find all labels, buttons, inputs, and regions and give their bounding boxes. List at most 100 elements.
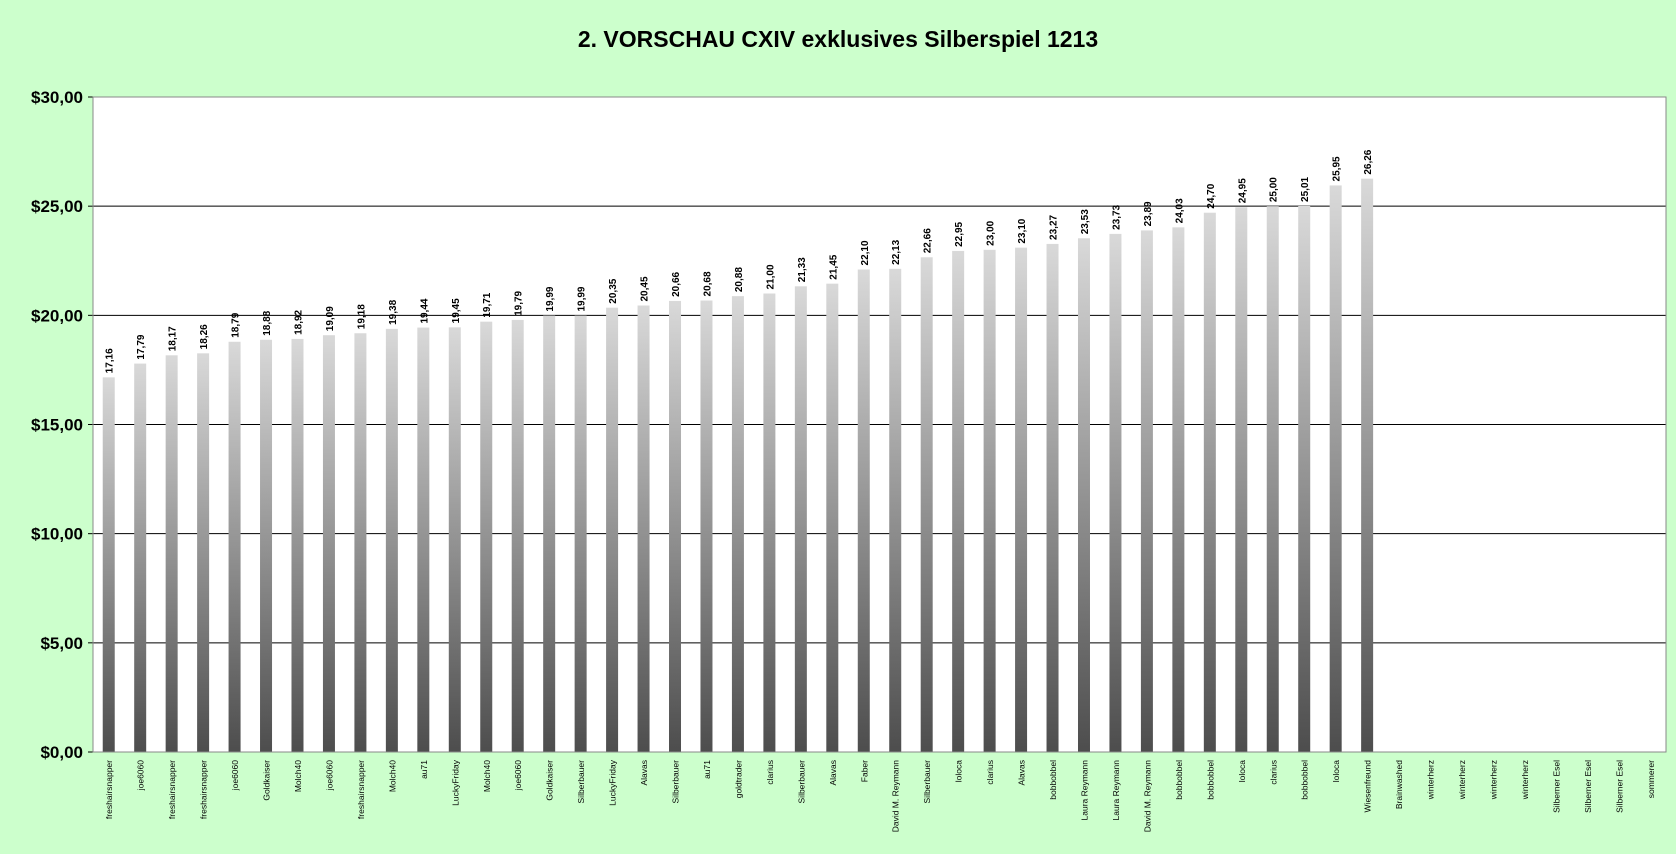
bar (1203, 212, 1216, 752)
data-label: 25,01 (1300, 176, 1311, 201)
bar (889, 268, 902, 752)
x-tick-label: LuckyFriday (450, 759, 460, 806)
data-label: 19,79 (514, 290, 525, 315)
x-tick-label: bobbobbel (1205, 760, 1215, 800)
data-label: 21,45 (828, 254, 839, 279)
x-tick-label: Wiesenfreund (1363, 760, 1373, 813)
x-tick-label: Silberner Esel (1614, 760, 1624, 813)
x-axis: freshairsnapper joe6060 freshairsnapper fre… (104, 759, 1656, 832)
x-tick-label: bobbobbel (1048, 760, 1058, 800)
bar (385, 328, 398, 752)
x-tick-label: Alavas (639, 760, 649, 786)
bar (637, 305, 650, 752)
data-label: 20,88 (734, 267, 745, 292)
x-tick-label: Silberbauer (576, 760, 586, 804)
bar (1235, 207, 1248, 753)
y-tick-label: $0,00 (40, 743, 83, 762)
x-tick-label: winterherz (1426, 760, 1436, 800)
data-label: 20,66 (671, 271, 682, 296)
data-label: 24,70 (1206, 183, 1217, 208)
data-label: 19,71 (482, 292, 493, 317)
data-label: 20,45 (640, 276, 651, 301)
x-tick-label: Silberbauer (671, 760, 681, 804)
bar (952, 250, 965, 753)
data-label: 20,35 (608, 278, 619, 303)
x-tick-label: loloca (1237, 760, 1247, 782)
data-label: 19,44 (419, 298, 430, 323)
y-tick-label: $10,00 (31, 525, 83, 544)
y-tick-label: $5,00 (40, 634, 83, 653)
x-tick-label: winterherz (1520, 760, 1530, 800)
data-label: 18,26 (199, 324, 210, 349)
data-label: 19,09 (325, 306, 336, 331)
data-label: 18,79 (231, 312, 242, 337)
bar (731, 296, 744, 752)
x-tick-label: LuckyFriday (608, 759, 618, 806)
bar (700, 300, 713, 752)
bar (260, 339, 273, 752)
x-tick-label: freshairsnapper (199, 760, 209, 819)
x-tick-label: freshairsnapper (167, 760, 177, 819)
x-tick-label: Molch40 (387, 760, 397, 792)
bar (448, 327, 461, 752)
data-label: 18,92 (293, 309, 304, 334)
data-label: 23,89 (1143, 201, 1154, 226)
bar (1077, 238, 1090, 753)
data-label: 20,68 (702, 271, 713, 296)
y-tick-label: $25,00 (31, 197, 83, 216)
data-label: 21,33 (797, 257, 808, 282)
data-label: 19,99 (545, 286, 556, 311)
bar (134, 363, 147, 752)
x-tick-label: au71 (702, 760, 712, 779)
x-tick-label: Laura Reymann (1111, 760, 1121, 821)
bar (606, 307, 619, 752)
bar (197, 353, 210, 752)
bar (417, 327, 430, 752)
data-label: 22,13 (891, 239, 902, 264)
data-label: 22,10 (860, 240, 871, 265)
x-tick-label: au71 (419, 760, 429, 779)
x-tick-label: Silberner Esel (1583, 760, 1593, 813)
x-tick-label: Goldkaiser (545, 760, 555, 801)
bar (1046, 243, 1059, 752)
x-tick-label: goldtrader (733, 760, 743, 798)
data-label: 26,26 (1363, 149, 1374, 174)
x-tick-label: Alavas (1017, 760, 1027, 786)
x-tick-label: loloca (954, 760, 964, 782)
bar (857, 269, 870, 752)
bar (574, 315, 587, 752)
x-tick-label: Silberbauer (922, 760, 932, 804)
bar (1172, 227, 1185, 753)
x-tick-label: joe6060 (324, 760, 334, 792)
x-tick-label: sommerer (1646, 760, 1656, 798)
data-label: 22,66 (923, 228, 934, 253)
data-label: 23,27 (1049, 214, 1060, 239)
x-tick-label: Laura Reymann (1079, 760, 1089, 821)
y-axis: $0,00 $5,00 $10,00 $15,00 $20,00 $25,00 $30,00 (31, 88, 93, 762)
bar (1361, 178, 1374, 752)
x-tick-label: Faber (859, 760, 869, 782)
bar (669, 300, 682, 752)
data-label: 23,73 (1111, 204, 1122, 229)
data-label: 19,18 (356, 304, 367, 329)
bar (763, 293, 776, 752)
data-label: 17,79 (136, 334, 147, 359)
x-tick-label: David M. Reymann (891, 760, 901, 833)
bar (794, 286, 807, 752)
x-tick-label: Brainwashed (1394, 760, 1404, 809)
bar (543, 315, 556, 752)
x-tick-label: bobbobbel (1300, 760, 1310, 800)
data-label: 19,38 (388, 299, 399, 324)
bar (322, 335, 335, 752)
x-tick-label: joe6060 (136, 760, 146, 792)
bar (1109, 233, 1122, 752)
x-tick-label: Silberbauer (796, 760, 806, 804)
y-tick-label: $15,00 (31, 416, 83, 435)
x-tick-label: clarius (985, 760, 995, 785)
bar (480, 321, 493, 752)
bar (354, 333, 367, 752)
bar (102, 377, 115, 752)
data-labels: 17,16 17,79 18,17 18,26 18,79 18,88 18,92 19,09… (105, 149, 1374, 373)
x-tick-label: Molch40 (482, 760, 492, 792)
